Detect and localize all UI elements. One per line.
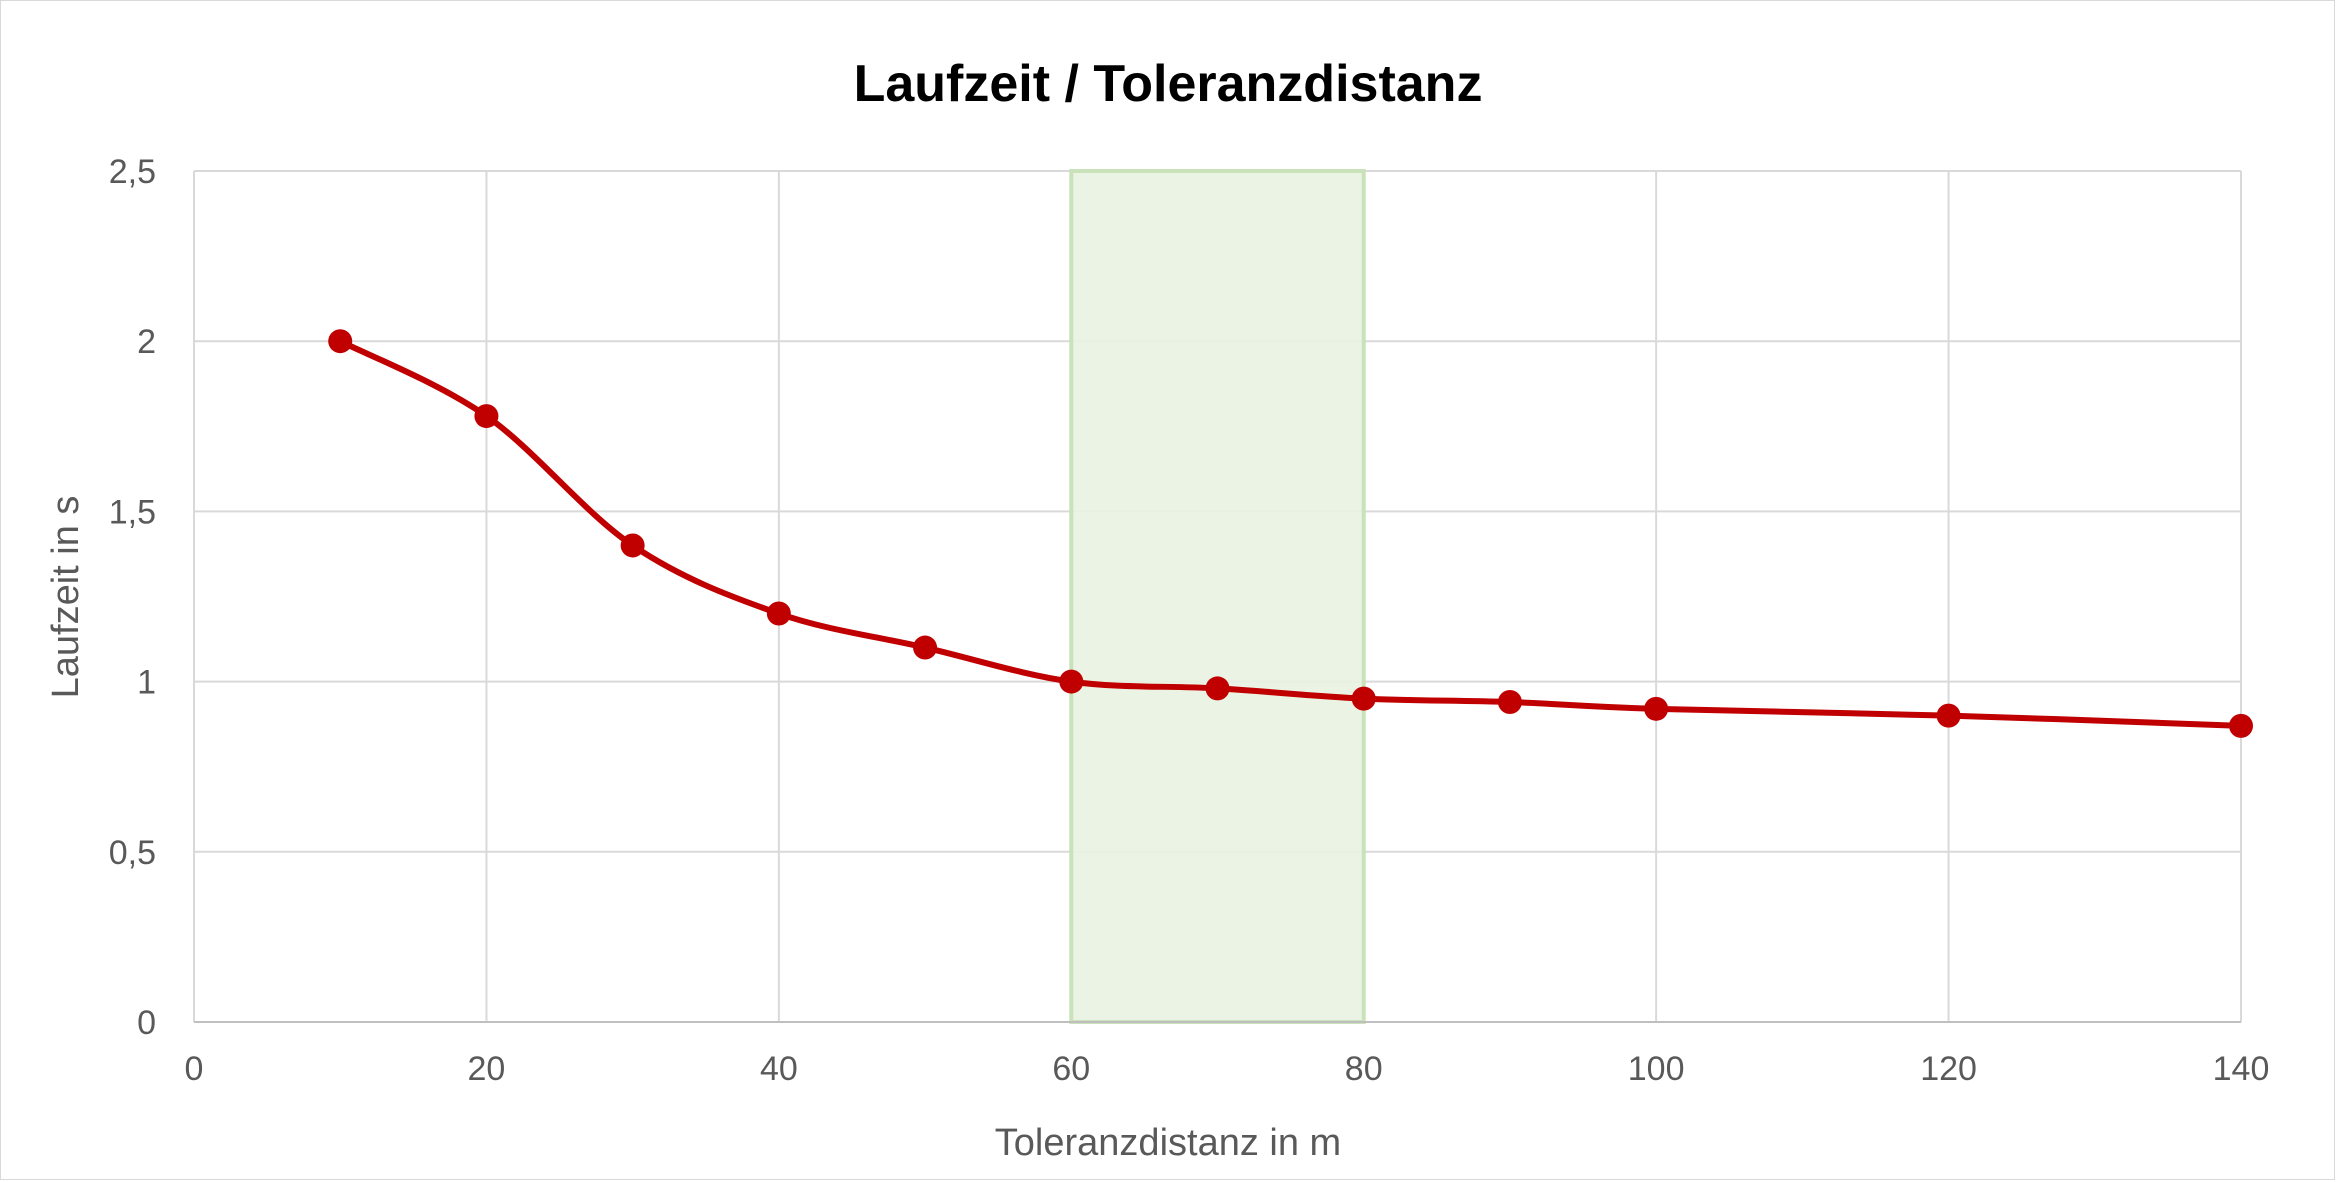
data-point [1059, 669, 1084, 694]
x-tick-label: 0 [185, 1050, 204, 1088]
data-point [1644, 696, 1669, 721]
x-axis-label: Toleranzdistanz in m [995, 1122, 1341, 1164]
data-point [620, 533, 645, 558]
x-tick-label: 120 [1920, 1050, 1977, 1088]
x-tick-labels: 0 20 40 60 80 100 120 140 [185, 1050, 2270, 1088]
chart-title: Laufzeit / Toleranzdistanz [854, 55, 1483, 113]
x-tick-label: 40 [760, 1050, 798, 1088]
data-point [1351, 686, 1376, 711]
data-point [766, 601, 791, 626]
data-point [913, 635, 938, 660]
data-point [1205, 676, 1230, 701]
y-tick-label: 1 [137, 664, 156, 702]
y-tick-label: 2,5 [109, 153, 156, 191]
series-group [328, 329, 2253, 738]
series-line [338, 338, 2242, 729]
y-tick-label: 1,5 [109, 493, 156, 531]
data-point [1936, 703, 1961, 728]
highlight-band-group [1069, 169, 1366, 1024]
data-point [474, 404, 499, 429]
x-tick-label: 20 [468, 1050, 506, 1088]
y-axis-label: Laufzeit in s [45, 496, 87, 699]
x-tick-label: 60 [1052, 1050, 1090, 1088]
x-tick-label: 140 [2213, 1050, 2270, 1088]
y-tick-label: 2 [137, 323, 156, 361]
data-point [1497, 690, 1522, 715]
y-tick-label: 0 [137, 1004, 156, 1042]
data-point [2229, 713, 2253, 738]
data-point [328, 329, 353, 354]
y-tick-labels: 0 0,5 1 1,5 2 2,5 [109, 153, 156, 1042]
y-tick-label: 0,5 [109, 834, 156, 872]
highlight-band [1069, 169, 1366, 1024]
x-tick-label: 100 [1628, 1050, 1685, 1088]
x-tick-label: 80 [1345, 1050, 1383, 1088]
